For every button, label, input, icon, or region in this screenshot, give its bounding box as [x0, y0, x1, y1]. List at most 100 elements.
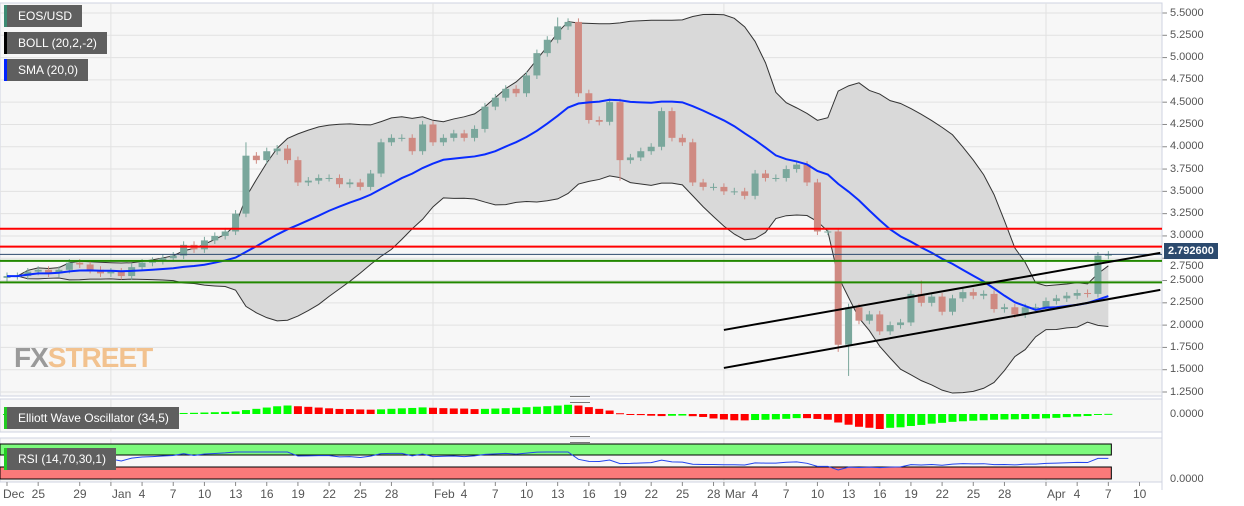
- ewo-bar: [200, 412, 209, 414]
- x-tick-label: Mar: [724, 487, 746, 501]
- watermark-fx: FX: [14, 342, 49, 373]
- panel-resize-handle[interactable]: [570, 436, 590, 443]
- ewo-bar: [1010, 414, 1019, 420]
- ewo-bar: [231, 411, 240, 414]
- x-tick-label: 13: [551, 487, 565, 501]
- candle-body: [252, 155, 260, 161]
- candle-body: [263, 151, 271, 161]
- candle-body: [294, 160, 302, 183]
- candle-body: [886, 325, 894, 332]
- candle-body: [845, 307, 853, 345]
- ewo-bar: [252, 408, 261, 414]
- ewo-bar: [408, 407, 417, 414]
- x-tick-label: 29: [73, 487, 87, 501]
- ewo-bar: [304, 406, 313, 414]
- ewo-bar: [512, 407, 521, 414]
- candle-body: [471, 128, 479, 138]
- x-tick-label: 10: [1133, 487, 1147, 501]
- y-tick-label: 2.2500: [1170, 296, 1204, 309]
- candle-body: [429, 124, 437, 143]
- ewo-bar: [948, 414, 957, 422]
- candle-body: [325, 177, 333, 179]
- x-tick-label: 22: [935, 487, 949, 501]
- legend-boll[interactable]: BOLL (20,2,-2): [4, 32, 107, 54]
- candle-body: [419, 124, 427, 152]
- candle-body: [876, 314, 884, 332]
- candle-body: [221, 231, 229, 236]
- candle-body: [169, 255, 177, 259]
- ewo-bar: [626, 414, 635, 415]
- ewo-bar: [1083, 414, 1092, 417]
- candle-body: [232, 213, 240, 232]
- legend-label: Elliott Wave Oscillator (34,5): [18, 411, 169, 425]
- candle-body: [658, 111, 666, 147]
- x-tick-label: 25: [31, 487, 46, 501]
- y-tick-label: 1.2500: [1170, 385, 1204, 398]
- candle-body: [107, 271, 115, 274]
- candle-body: [668, 111, 676, 138]
- ewo-bar: [595, 408, 604, 414]
- ewo-bar: [761, 414, 770, 420]
- ewo-bar: [751, 414, 760, 421]
- ewo-bar: [1052, 414, 1061, 418]
- x-tick-label: 16: [582, 487, 596, 501]
- y-tick-label: 5.2500: [1170, 28, 1204, 41]
- y-tick-label: 3.0000: [1170, 229, 1204, 242]
- panel-resize-handle[interactable]: [570, 396, 590, 403]
- ewo-bar: [740, 414, 749, 421]
- x-tick-label: 4: [138, 487, 146, 501]
- candle-body: [460, 133, 468, 138]
- x-tick-label: Feb: [433, 487, 455, 501]
- candle-body: [159, 258, 167, 261]
- candle-body: [523, 75, 530, 94]
- candle-body: [793, 164, 801, 170]
- legend-color-strip: [4, 5, 7, 27]
- ewo-panel: [0, 398, 1163, 433]
- x-tick-label: 10: [520, 487, 534, 501]
- candle-body: [824, 231, 832, 233]
- candle-body: [969, 292, 977, 296]
- x-tick-label: 4: [460, 487, 468, 501]
- x-tick-label: 16: [873, 487, 887, 501]
- ewo-bar: [823, 414, 832, 420]
- x-tick-label: 7: [169, 487, 177, 501]
- candle-body: [1094, 255, 1102, 294]
- ewo-bar: [190, 412, 199, 414]
- y-tick-label: 4.2500: [1170, 117, 1204, 130]
- ewo-bar: [636, 414, 645, 416]
- y-tick-label: 2.0000: [1170, 318, 1204, 331]
- ewo-bar: [927, 414, 936, 424]
- candle-body: [813, 182, 821, 232]
- candle-body: [398, 137, 406, 139]
- ewo-bar: [1093, 414, 1102, 415]
- candle-body: [200, 240, 208, 250]
- candle-body: [647, 146, 655, 152]
- ewo-bar: [803, 414, 812, 419]
- ewo-bar: [241, 410, 250, 414]
- legend-sma[interactable]: SMA (20,0): [4, 59, 89, 81]
- ewo-bar: [366, 409, 375, 414]
- legend-eosusd[interactable]: EOS/USD: [4, 5, 83, 27]
- ewo-bar: [657, 414, 666, 417]
- legend-rsi[interactable]: RSI (14,70,30,1): [4, 448, 117, 470]
- legend-ewo[interactable]: Elliott Wave Oscillator (34,5): [4, 407, 179, 429]
- candle-body: [533, 53, 541, 76]
- ewo-bar: [969, 414, 978, 421]
- ewo-bar: [522, 407, 531, 414]
- candle-body: [367, 173, 375, 187]
- y-tick-label: 3.7500: [1170, 162, 1204, 175]
- ewo-bar: [709, 414, 718, 419]
- ewo-bar: [574, 405, 583, 414]
- candle-body: [1063, 295, 1071, 299]
- candle-body: [284, 148, 292, 161]
- ewo-bar: [1000, 414, 1009, 420]
- rsi-oversold-zone: [0, 466, 1112, 480]
- x-tick-label: 28: [707, 487, 721, 501]
- candle-body: [772, 177, 780, 179]
- legend-color-strip: [4, 32, 7, 54]
- x-tick-label: 28: [384, 487, 399, 501]
- candle-body: [907, 293, 915, 323]
- ewo-bar: [262, 407, 271, 414]
- candle-body: [450, 133, 458, 138]
